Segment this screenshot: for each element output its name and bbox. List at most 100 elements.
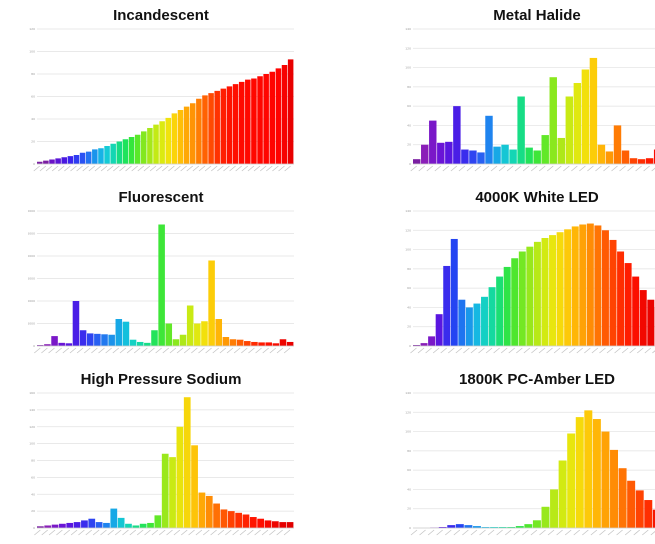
bar (558, 138, 565, 164)
x-tick (426, 348, 432, 353)
fluorescent-chart: 050001000015000200002500030000 (28, 208, 294, 362)
x-tick (445, 530, 451, 535)
y-tick-label: 0 (409, 344, 411, 348)
y-tick-label: 20000 (28, 254, 35, 258)
bar (96, 522, 103, 528)
bar (202, 95, 208, 164)
x-tick (168, 166, 174, 171)
bar (237, 340, 244, 346)
bar (517, 97, 524, 165)
bar (59, 524, 66, 528)
x-tick (499, 166, 505, 171)
bar (644, 500, 652, 528)
bar (52, 525, 59, 528)
x-tick (211, 166, 217, 171)
x-tick (459, 166, 465, 171)
bar (147, 523, 154, 528)
x-tick (515, 166, 521, 171)
bar (453, 106, 460, 164)
bar (574, 83, 581, 164)
x-tick (599, 348, 605, 353)
x-tick (418, 348, 424, 353)
x-tick (242, 166, 248, 171)
bar (190, 103, 196, 164)
bar (265, 520, 272, 528)
bar (213, 504, 220, 528)
x-tick (99, 348, 105, 353)
x-tick (49, 530, 55, 535)
bar (129, 137, 135, 164)
x-tick (213, 348, 219, 353)
x-tick (277, 530, 283, 535)
bar (533, 520, 541, 528)
x-tick (236, 166, 242, 171)
x-tick (77, 348, 83, 353)
x-tick (199, 166, 205, 171)
y-tick-label: 15000 (28, 277, 35, 281)
x-tick (645, 348, 651, 353)
bar (587, 224, 594, 346)
x-tick (443, 166, 449, 171)
bar (58, 343, 65, 346)
bar (617, 252, 624, 347)
bar (196, 99, 202, 164)
bar (576, 417, 584, 528)
bar (549, 235, 556, 346)
x-tick (241, 348, 247, 353)
x-tick (137, 530, 143, 535)
x-tick (187, 166, 193, 171)
bar (162, 454, 169, 528)
x-tick (134, 348, 140, 353)
x-tick (411, 166, 417, 171)
bar (280, 339, 287, 346)
x-tick (592, 348, 598, 353)
y-tick-label: 140 (29, 408, 35, 412)
bar (81, 520, 88, 528)
x-tick (184, 348, 190, 353)
x-tick (56, 530, 62, 535)
y-tick-label: 140 (405, 27, 411, 31)
x-tick (555, 166, 561, 171)
x-tick (77, 166, 83, 171)
bar (443, 266, 450, 346)
x-tick (279, 166, 285, 171)
x-tick (34, 348, 40, 353)
x-tick (637, 348, 643, 353)
x-tick (491, 166, 497, 171)
x-tick (463, 348, 469, 353)
bar (458, 300, 465, 346)
x-tick (569, 348, 575, 353)
x-tick (284, 348, 290, 353)
x-tick (163, 348, 169, 353)
bar (153, 125, 159, 164)
x-tick (70, 166, 76, 171)
bar (504, 267, 511, 346)
bar (489, 287, 496, 346)
bar (137, 342, 144, 346)
x-tick (145, 530, 151, 535)
bar (461, 150, 468, 164)
bar (169, 457, 176, 528)
y-tick-label: 80 (31, 459, 35, 463)
x-tick (156, 166, 162, 171)
bar (230, 339, 237, 346)
x-tick (441, 348, 447, 353)
bar (436, 314, 443, 346)
x-tick (565, 530, 571, 535)
bar (622, 151, 629, 165)
x-tick (106, 348, 112, 353)
x-tick (554, 348, 560, 353)
y-tick-label: 100 (405, 248, 411, 252)
y-tick-label: 20 (407, 507, 411, 511)
y-tick-label: 120 (405, 228, 411, 232)
x-tick (120, 348, 126, 353)
x-tick (539, 166, 545, 171)
x-tick (522, 530, 528, 535)
x-tick (203, 530, 209, 535)
x-tick (479, 348, 485, 353)
x-tick (427, 166, 433, 171)
x-tick (591, 530, 597, 535)
x-tick (587, 166, 593, 171)
x-tick (177, 348, 183, 353)
bar (614, 125, 621, 164)
